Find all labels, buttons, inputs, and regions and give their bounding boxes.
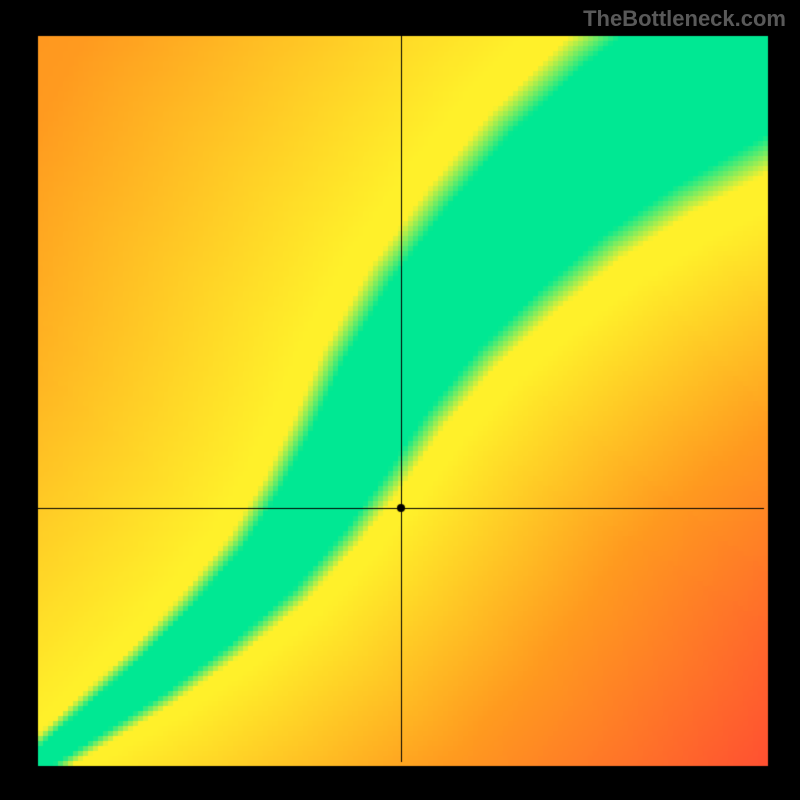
bottleneck-heatmap (0, 0, 800, 800)
chart-container: TheBottleneck.com (0, 0, 800, 800)
watermark-text: TheBottleneck.com (583, 6, 786, 32)
